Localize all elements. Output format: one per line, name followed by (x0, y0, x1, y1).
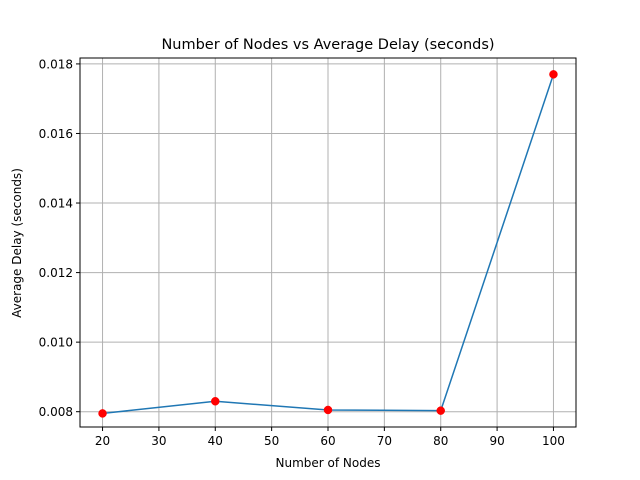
x-tick-label: 100 (542, 434, 565, 448)
x-axis-label: Number of Nodes (276, 456, 381, 470)
grid (80, 58, 576, 427)
y-tick-label: 0.018 (39, 57, 73, 71)
data-point (436, 406, 445, 415)
y-tick-label: 0.010 (39, 336, 73, 350)
x-tick-label: 30 (151, 434, 166, 448)
x-tick-label: 40 (208, 434, 223, 448)
y-tick-label: 0.012 (39, 266, 73, 280)
ticks: 20 30 40 50 60 70 80 90 100 0.008 0.010 0.012 0.014 0… (39, 57, 565, 448)
x-tick-label: 20 (95, 434, 110, 448)
x-tick-label: 70 (377, 434, 392, 448)
chart-title: Number of Nodes vs Average Delay (second… (161, 37, 494, 53)
x-tick-label: 50 (264, 434, 279, 448)
y-axis-label: Average Delay (seconds) (10, 168, 24, 318)
data-point (211, 397, 220, 406)
x-tick-label: 80 (433, 434, 448, 448)
x-tick-label: 90 (489, 434, 504, 448)
series-layer (98, 70, 558, 418)
y-tick-label: 0.016 (39, 127, 73, 141)
x-tick-label: 60 (320, 434, 335, 448)
data-point (98, 409, 107, 418)
data-point (323, 405, 333, 415)
y-tick-label: 0.014 (39, 197, 73, 211)
y-tick-label: 0.008 (39, 405, 73, 419)
data-point (549, 70, 558, 79)
